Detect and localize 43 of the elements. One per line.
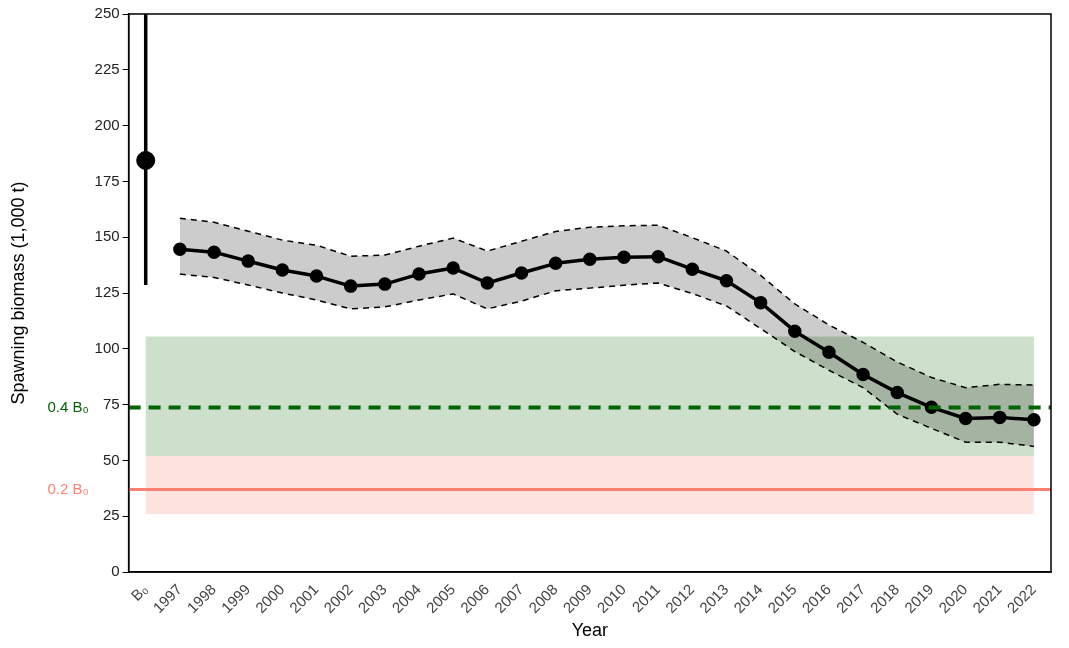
point — [275, 263, 290, 277]
y-axis-title: Spawning biomass (1,000 t) — [7, 181, 28, 405]
point — [514, 266, 529, 280]
y-tick-label: 200 — [94, 115, 120, 133]
line-series — [179, 273, 1035, 448]
point — [583, 252, 597, 267]
point — [685, 262, 700, 276]
point — [788, 324, 802, 338]
y-tick-label: 225 — [94, 59, 120, 77]
y-tick-label: 250 — [94, 4, 120, 22]
point — [719, 274, 734, 288]
point — [617, 250, 631, 265]
y-tick-label: 125 — [94, 283, 120, 301]
x-axis-title: Year — [571, 620, 608, 641]
ref-line-label: 0.4 B₀ — [47, 397, 89, 415]
point — [822, 345, 836, 359]
y-tick-label: 100 — [94, 338, 120, 356]
point — [890, 385, 905, 400]
point — [651, 249, 665, 264]
point — [753, 295, 768, 310]
point — [856, 367, 870, 382]
point — [412, 267, 426, 281]
point — [548, 256, 563, 271]
point — [993, 410, 1007, 425]
y-tick-label: 25 — [102, 506, 120, 524]
y-tick-label: 0 — [111, 562, 120, 580]
y-tick-label: 50 — [102, 450, 120, 468]
ref-line-label: 0.2 B₀ — [47, 479, 89, 497]
x-tick-label: B₀ — [127, 580, 151, 604]
y-tick-label: 75 — [102, 394, 120, 412]
y-tick-label: 175 — [94, 171, 120, 189]
point — [309, 269, 324, 283]
point — [378, 277, 392, 291]
point — [207, 245, 221, 259]
point — [173, 242, 187, 257]
point — [241, 254, 255, 268]
point — [958, 411, 973, 426]
point — [343, 279, 358, 293]
point — [480, 276, 495, 290]
line-series — [179, 217, 1035, 389]
point — [1027, 413, 1041, 427]
point — [446, 261, 460, 275]
y-tick-label: 150 — [94, 227, 120, 245]
